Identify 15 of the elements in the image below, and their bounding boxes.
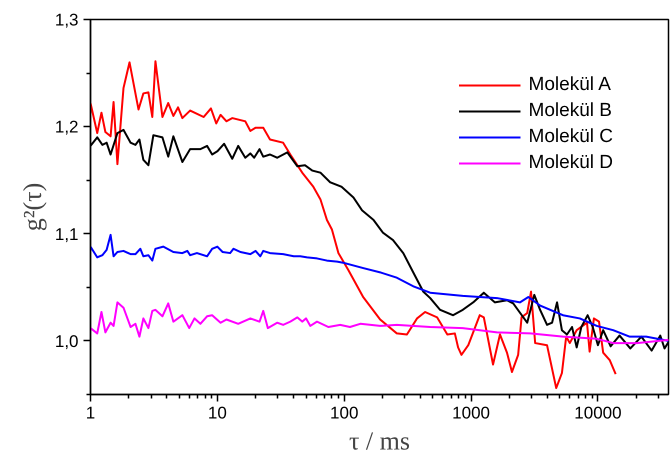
legend-label: Molekül D xyxy=(528,152,613,174)
legend-label: Molekül C xyxy=(528,126,613,148)
x-tick-label: 100 xyxy=(330,404,358,422)
y-axis-title: g²(τ) xyxy=(18,182,47,232)
x-tick-label: 10 xyxy=(208,404,227,422)
legend-label: Molekül B xyxy=(528,100,612,122)
y-tick-label: 1,0 xyxy=(54,332,79,351)
y-tick-label: 1,3 xyxy=(54,10,79,30)
y-tick-label: 1,2 xyxy=(54,118,79,137)
x-tick-label: 10000 xyxy=(574,404,622,422)
x-tick-label: 1000 xyxy=(452,404,490,422)
y-tick-label: 1,1 xyxy=(54,224,79,244)
x-axis-title: τ / ms xyxy=(348,426,410,456)
x-tick-label: 1 xyxy=(86,404,96,422)
legend-label: Molekül A xyxy=(528,74,611,96)
